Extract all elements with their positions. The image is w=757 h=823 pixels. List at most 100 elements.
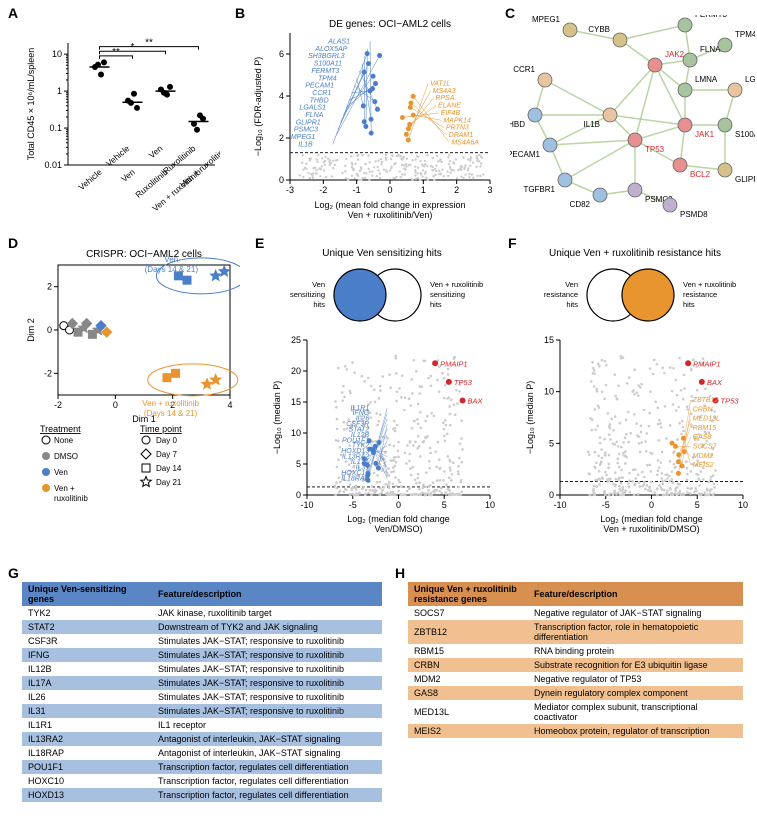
svg-text:hits: hits [683,300,695,309]
panel-d-label: D [8,235,18,251]
panel-d-chart: CRISPR: OCI−AML2 cells-2024-202Ven(Days … [20,245,240,535]
panel-h-label: H [395,565,405,581]
svg-text:hits: hits [566,300,578,309]
svg-text:ALOX5AP: ALOX5AP [314,46,347,53]
svg-text:GLIPR1: GLIPR1 [735,175,755,184]
panel-b-chart: DE genes: OCI−AML2 cells-3-2-101230246AL… [245,15,500,235]
svg-text:JAK2: JAK2 [665,50,685,59]
svg-text:**: ** [112,47,120,58]
svg-text:6: 6 [279,49,284,59]
svg-text:DE genes: OCI−AML2 cells: DE genes: OCI−AML2 cells [329,19,451,30]
svg-text:10: 10 [544,387,554,397]
svg-text:*: * [131,42,135,53]
svg-text:0: 0 [296,490,301,500]
svg-text:IL18RAP: IL18RAP [341,475,369,482]
svg-text:sensitizing: sensitizing [430,290,465,299]
svg-text:FERMT3: FERMT3 [695,15,728,19]
svg-text:25: 25 [291,335,301,345]
svg-text:CCR1: CCR1 [513,65,535,74]
svg-text:sensitizing: sensitizing [290,290,325,299]
panel-a-label: A [8,5,18,21]
svg-text:15: 15 [544,335,554,345]
svg-text:Vehicle: Vehicle [76,167,104,192]
svg-text:-1: -1 [353,185,361,195]
svg-text:-2: -2 [319,185,327,195]
panel-g-table: Unique Ven-sensitizing genesFeature/desc… [22,582,382,802]
svg-text:GLIPR1: GLIPR1 [296,119,321,126]
svg-text:**: ** [145,38,153,49]
svg-text:SOCS7: SOCS7 [693,444,718,451]
svg-text:TPM4: TPM4 [735,30,755,39]
svg-text:RBM15: RBM15 [693,425,716,432]
svg-text:Ven + ruxolitinib/Ven): Ven + ruxolitinib/Ven) [348,210,433,220]
svg-text:-3: -3 [286,185,294,195]
svg-text:Dim 1: Dim 1 [132,414,156,424]
svg-text:FERMT3: FERMT3 [311,68,339,75]
svg-text:Dim 2: Dim 2 [26,318,36,342]
svg-text:1: 1 [57,86,62,96]
svg-text:3: 3 [487,185,492,195]
svg-text:1: 1 [421,185,426,195]
svg-text:FLNA: FLNA [305,112,323,119]
svg-text:JAK1: JAK1 [695,130,715,139]
svg-text:Ven/DMSO): Ven/DMSO) [374,524,422,534]
svg-text:CYBB: CYBB [588,25,610,34]
svg-text:None: None [54,436,74,445]
svg-text:CCR1: CCR1 [312,90,331,97]
svg-text:LGALS1: LGALS1 [300,105,327,112]
svg-text:MPEG1: MPEG1 [291,134,316,141]
panel-a-chart: 0.010.1110VehicleVenRuxolitinibVen + rux… [20,15,220,225]
svg-text:IL1B: IL1B [298,141,313,148]
svg-text:resistance: resistance [683,290,717,299]
svg-text:PSMD8: PSMD8 [680,210,708,219]
svg-text:Log₂ (median fold change: Log₂ (median fold change [600,514,703,524]
svg-text:hits: hits [430,300,442,309]
svg-text:0: 0 [113,400,118,410]
svg-text:ruxolitinib: ruxolitinib [54,494,88,503]
svg-text:IL1B: IL1B [584,120,600,129]
svg-text:BCL2: BCL2 [690,170,711,179]
svg-text:DMSO: DMSO [54,452,78,461]
svg-text:ALAS1: ALAS1 [327,39,350,46]
svg-text:PECAM1: PECAM1 [510,150,541,159]
svg-text:DRAM1: DRAM1 [449,132,474,139]
svg-text:LMNA: LMNA [695,75,718,84]
svg-text:GAS8: GAS8 [693,434,712,441]
svg-text:TP53: TP53 [454,378,473,387]
svg-text:Ven: Ven [565,280,578,289]
svg-text:Day 14: Day 14 [156,464,182,473]
svg-text:−Log₁₀ (FDR-adjusted P): −Log₁₀ (FDR-adjusted P) [253,57,263,157]
svg-text:Day 0: Day 0 [156,436,177,445]
svg-text:LGALS1: LGALS1 [745,75,755,84]
svg-text:4: 4 [227,400,232,410]
svg-text:TGFBR1: TGFBR1 [523,185,555,194]
svg-text:0: 0 [387,185,392,195]
svg-text:10: 10 [738,500,748,510]
svg-text:-5: -5 [602,500,610,510]
svg-text:2: 2 [454,185,459,195]
svg-text:5: 5 [549,438,554,448]
svg-text:EIF4B: EIF4B [441,110,461,117]
svg-text:0: 0 [649,500,654,510]
svg-text:CRISPR: OCI−AML2 cells: CRISPR: OCI−AML2 cells [86,249,202,260]
svg-text:Total CD45 × 10⁶/mL/spleen: Total CD45 × 10⁶/mL/spleen [26,48,36,161]
svg-text:−Log₁₀ (median P): −Log₁₀ (median P) [525,381,535,455]
svg-text:ELANE: ELANE [438,103,461,110]
svg-text:THBD: THBD [310,97,329,104]
panel-f-label: F [508,235,517,251]
svg-text:Ven + ruxolitinib: Ven + ruxolitinib [683,280,736,289]
svg-text:0: 0 [549,490,554,500]
svg-text:-10: -10 [300,500,313,510]
svg-text:Ven: Ven [119,167,137,184]
svg-text:Ven: Ven [147,143,165,160]
svg-text:5: 5 [695,500,700,510]
svg-text:ZBTB12: ZBTB12 [692,397,719,404]
svg-text:20: 20 [291,366,301,376]
svg-text:TP53: TP53 [721,396,740,405]
svg-text:Log₂ (mean fold change in expr: Log₂ (mean fold change in expression [314,200,465,210]
svg-text:MED13L: MED13L [693,416,720,423]
svg-text:0: 0 [279,175,284,185]
svg-text:MAPK14: MAPK14 [443,117,471,124]
svg-text:Day 7: Day 7 [156,450,177,459]
svg-text:15: 15 [291,397,301,407]
